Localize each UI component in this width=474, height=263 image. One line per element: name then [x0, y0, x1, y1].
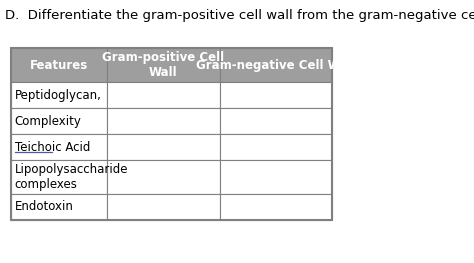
Text: Gram-negative Cell Wall: Gram-negative Cell Wall	[196, 59, 356, 72]
FancyBboxPatch shape	[107, 108, 219, 134]
Text: Endotoxin: Endotoxin	[15, 200, 74, 214]
Text: Lipopolysaccharide
complexes: Lipopolysaccharide complexes	[15, 163, 128, 191]
FancyBboxPatch shape	[11, 48, 107, 82]
FancyBboxPatch shape	[219, 134, 332, 160]
FancyBboxPatch shape	[107, 134, 219, 160]
FancyBboxPatch shape	[219, 82, 332, 108]
FancyBboxPatch shape	[219, 194, 332, 220]
Text: Gram-positive Cell
Wall: Gram-positive Cell Wall	[102, 51, 225, 79]
FancyBboxPatch shape	[11, 82, 107, 108]
FancyBboxPatch shape	[219, 108, 332, 134]
FancyBboxPatch shape	[107, 82, 219, 108]
Text: Peptidoglycan,: Peptidoglycan,	[15, 89, 102, 102]
FancyBboxPatch shape	[107, 194, 219, 220]
FancyBboxPatch shape	[11, 194, 107, 220]
FancyBboxPatch shape	[219, 48, 332, 82]
FancyBboxPatch shape	[219, 160, 332, 194]
FancyBboxPatch shape	[107, 160, 219, 194]
FancyBboxPatch shape	[107, 48, 219, 82]
FancyBboxPatch shape	[11, 160, 107, 194]
FancyBboxPatch shape	[11, 134, 107, 160]
Text: Complexity: Complexity	[15, 115, 82, 128]
Text: D.  Differentiate the gram-positive cell wall from the gram-negative cell wall.: D. Differentiate the gram-positive cell …	[5, 9, 474, 22]
Text: Teichoic Acid: Teichoic Acid	[15, 141, 90, 154]
FancyBboxPatch shape	[11, 108, 107, 134]
Text: Features: Features	[30, 59, 88, 72]
